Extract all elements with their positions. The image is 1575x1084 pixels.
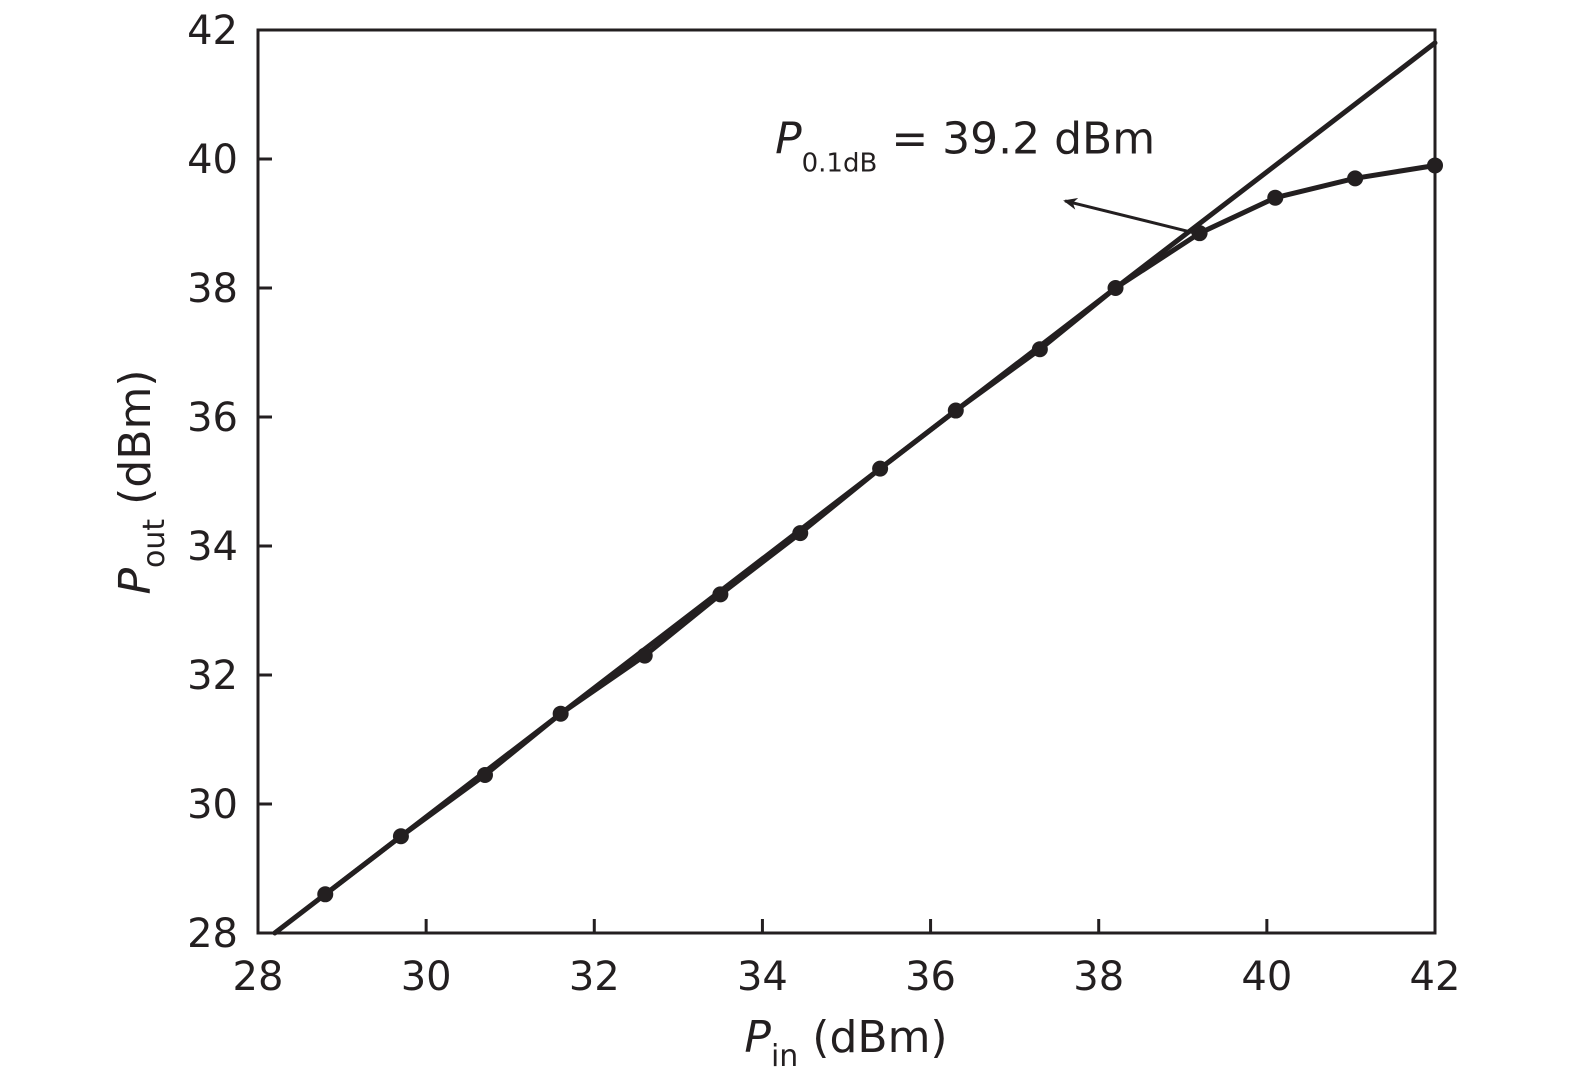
y-tick-label: 30 bbox=[187, 782, 238, 828]
data-point bbox=[476, 766, 493, 783]
y-axis-ticks: 28 30 32 34 36 38 40 42 bbox=[187, 8, 272, 957]
y-tick-label: 32 bbox=[187, 653, 238, 699]
data-point bbox=[792, 525, 809, 542]
y-tick-label: 28 bbox=[187, 911, 238, 957]
data-point bbox=[947, 402, 964, 419]
data-point bbox=[1031, 341, 1048, 358]
data-point bbox=[1191, 225, 1208, 242]
data-point bbox=[392, 828, 409, 845]
data-point bbox=[872, 460, 889, 477]
x-tick-label: 32 bbox=[569, 954, 620, 1000]
data-point bbox=[1427, 157, 1443, 174]
x-tick-label: 38 bbox=[1073, 954, 1124, 1000]
x-tick-label: 28 bbox=[233, 954, 284, 1000]
annotation-label: P0.1dB = 39.2 dBm bbox=[775, 114, 1155, 179]
data-point bbox=[636, 647, 653, 664]
data-point bbox=[552, 705, 569, 722]
x-axis-ticks: 28 30 32 34 36 38 40 42 bbox=[233, 919, 1461, 1000]
measured-series-line bbox=[322, 163, 1438, 897]
data-point bbox=[1267, 189, 1284, 206]
y-tick-label: 34 bbox=[187, 524, 238, 570]
y-tick-label: 40 bbox=[187, 137, 238, 183]
y-axis-label: Pout (dBm) bbox=[110, 370, 172, 595]
annotation-arrow bbox=[1063, 197, 1196, 235]
x-tick-label: 36 bbox=[905, 954, 956, 1000]
y-tick-label: 38 bbox=[187, 266, 238, 312]
x-tick-label: 42 bbox=[1410, 954, 1461, 1000]
y-tick-label: 42 bbox=[187, 8, 238, 54]
plot-frame bbox=[256, 28, 1437, 935]
x-tick-label: 40 bbox=[1241, 954, 1292, 1000]
annotation-layer: P0.1dB = 39.2 dBm bbox=[775, 114, 1196, 235]
data-point bbox=[712, 586, 729, 603]
x-axis-label: Pin (dBm) bbox=[744, 1012, 947, 1074]
data-point bbox=[1347, 170, 1364, 187]
x-tick-label: 34 bbox=[737, 954, 788, 1000]
data-point bbox=[1107, 280, 1124, 296]
marker-layer bbox=[317, 157, 1443, 903]
data-point bbox=[317, 886, 334, 903]
y-tick-label: 36 bbox=[187, 395, 238, 441]
x-tick-label: 30 bbox=[401, 954, 452, 1000]
